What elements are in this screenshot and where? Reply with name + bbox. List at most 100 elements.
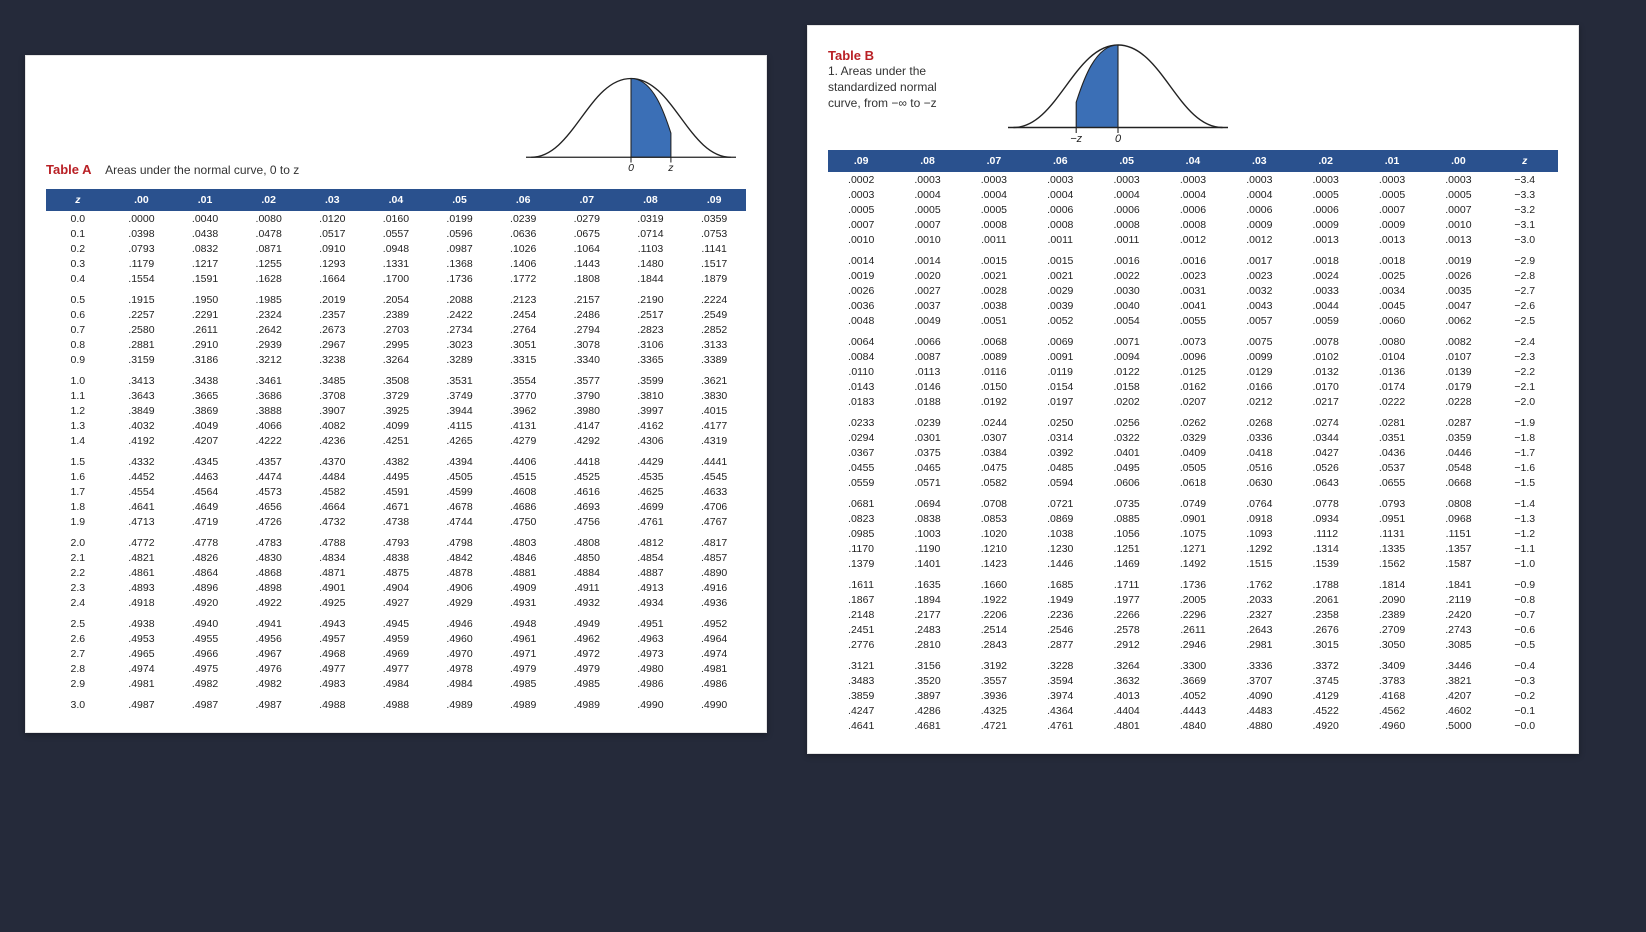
data-cell: .3238 [301, 352, 365, 370]
table-row: .0084.0087.0089.0091.0094.0096.0099.0102… [828, 349, 1558, 364]
data-cell: .0708 [961, 493, 1027, 511]
data-cell: .3365 [619, 352, 683, 370]
data-cell: .0041 [1160, 298, 1226, 313]
z-value-cell: −2.0 [1492, 394, 1558, 412]
data-cell: .4545 [682, 469, 746, 484]
data-cell: .4913 [619, 580, 683, 595]
z-value-cell: 1.1 [46, 388, 110, 403]
z-value-cell: −3.0 [1492, 232, 1558, 250]
data-cell: .4484 [301, 469, 365, 484]
table-row: .0455.0465.0475.0485.0495.0505.0516.0526… [828, 460, 1558, 475]
data-cell: .0438 [173, 226, 237, 241]
data-cell: .2019 [301, 289, 365, 307]
z-value-cell: −1.3 [1492, 511, 1558, 526]
data-cell: .2148 [828, 607, 894, 622]
data-cell: .0012 [1226, 232, 1292, 250]
data-cell: .0016 [1093, 250, 1159, 268]
data-cell: .1093 [1226, 526, 1292, 541]
data-cell: .0207 [1160, 394, 1226, 412]
data-cell: .3810 [619, 388, 683, 403]
data-cell: .1368 [428, 256, 492, 271]
data-cell: .1230 [1027, 541, 1093, 556]
data-cell: .4788 [301, 532, 365, 550]
data-cell: .4964 [682, 631, 746, 646]
data-cell: .3936 [961, 688, 1027, 703]
data-cell: .0010 [1425, 217, 1491, 232]
data-cell: .4192 [110, 433, 174, 451]
data-cell: .0132 [1293, 364, 1359, 379]
data-cell: .0051 [961, 313, 1027, 331]
data-cell: .0009 [1226, 217, 1292, 232]
data-cell: .0021 [1027, 268, 1093, 283]
data-cell: .0329 [1160, 430, 1226, 445]
data-cell: .0322 [1093, 430, 1159, 445]
data-cell: .4793 [364, 532, 428, 550]
data-cell: .0675 [555, 226, 619, 241]
z-value-cell: −1.0 [1492, 556, 1558, 574]
data-cell: .4864 [173, 565, 237, 580]
data-cell: .1251 [1093, 541, 1159, 556]
z-value-cell: 1.9 [46, 514, 110, 532]
data-cell: .4236 [301, 433, 365, 451]
data-cell: .4744 [428, 514, 492, 532]
data-cell: .4812 [619, 532, 683, 550]
data-cell: .3531 [428, 370, 492, 388]
data-cell: .4738 [364, 514, 428, 532]
data-cell: .0119 [1027, 364, 1093, 379]
data-cell: .3897 [894, 688, 960, 703]
data-cell: .1879 [682, 271, 746, 289]
data-cell: .0014 [828, 250, 894, 268]
data-cell: .0188 [894, 394, 960, 412]
data-cell: .0008 [961, 217, 1027, 232]
data-cell: .4987 [237, 694, 301, 712]
data-cell: .4443 [1160, 703, 1226, 718]
data-cell: .4265 [428, 433, 492, 451]
z-value-cell: −0.0 [1492, 718, 1558, 733]
data-cell: .4162 [619, 418, 683, 433]
table-row: .1170.1190.1210.1230.1251.1271.1292.1314… [828, 541, 1558, 556]
z-value-cell: −2.8 [1492, 268, 1558, 283]
data-cell: .4332 [110, 451, 174, 469]
data-cell: .3485 [301, 370, 365, 388]
data-cell: .4989 [428, 694, 492, 712]
z-value-cell: −1.1 [1492, 541, 1558, 556]
z-value-cell: −0.8 [1492, 592, 1558, 607]
data-cell: .0630 [1226, 475, 1292, 493]
data-cell: .2454 [491, 307, 555, 322]
column-header: .03 [301, 189, 365, 211]
data-cell: .1736 [428, 271, 492, 289]
table-row: 1.6.4452.4463.4474.4484.4495.4505.4515.4… [46, 469, 746, 484]
data-cell: .4987 [110, 694, 174, 712]
data-cell: .3413 [110, 370, 174, 388]
data-cell: .4938 [110, 613, 174, 631]
table-row: 1.2.3849.3869.3888.3907.3925.3944.3962.3… [46, 403, 746, 418]
data-cell: .0636 [491, 226, 555, 241]
data-cell: .4963 [619, 631, 683, 646]
table-row: 2.9.4981.4982.4982.4983.4984.4984.4985.4… [46, 676, 746, 694]
table-b-panel: −z 0 Table B 1. Areas under thestandardi… [807, 25, 1579, 754]
z-value-cell: −1.9 [1492, 412, 1558, 430]
data-cell: .0202 [1093, 394, 1159, 412]
data-cell: .0003 [1093, 172, 1159, 187]
data-cell: .3980 [555, 403, 619, 418]
data-cell: .4960 [428, 631, 492, 646]
data-cell: .4564 [173, 484, 237, 499]
data-cell: .4982 [173, 676, 237, 694]
data-cell: .3085 [1425, 637, 1491, 655]
data-cell: .0594 [1027, 475, 1093, 493]
data-cell: .0029 [1027, 283, 1093, 298]
data-cell: .4979 [491, 661, 555, 676]
table-row: .0294.0301.0307.0314.0322.0329.0336.0344… [828, 430, 1558, 445]
data-cell: .2843 [961, 637, 1027, 655]
data-cell: .4988 [364, 694, 428, 712]
table-row: 1.4.4192.4207.4222.4236.4251.4265.4279.4… [46, 433, 746, 451]
data-cell: .1628 [237, 271, 301, 289]
data-cell: .1664 [301, 271, 365, 289]
data-cell: .3594 [1027, 673, 1093, 688]
data-cell: .2877 [1027, 637, 1093, 655]
data-cell: .0968 [1425, 511, 1491, 526]
data-cell: .0749 [1160, 493, 1226, 511]
data-cell: .0045 [1359, 298, 1425, 313]
data-cell: .2981 [1226, 637, 1292, 655]
data-cell: .4247 [828, 703, 894, 718]
